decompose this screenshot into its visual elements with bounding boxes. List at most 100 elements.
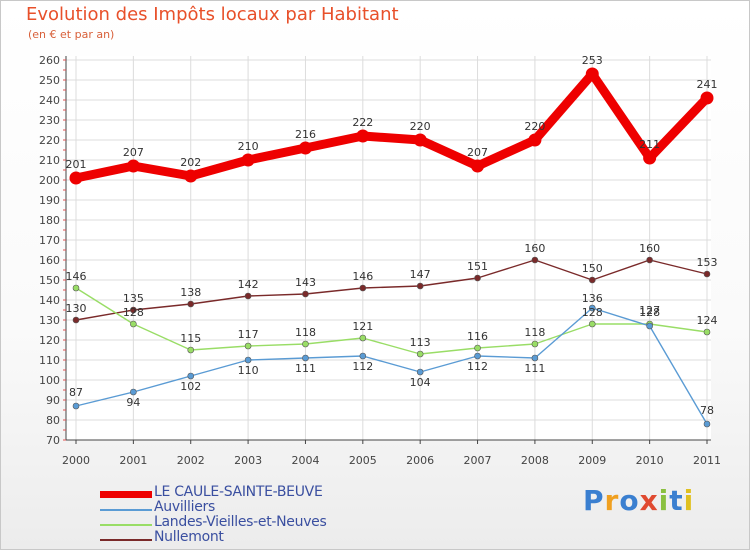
data-label: 138 xyxy=(180,286,201,299)
x-tick-label: 2009 xyxy=(578,454,606,467)
data-label: 118 xyxy=(524,326,545,339)
legend: LE CAULE-SAINTE-BEUVE Auvilliers Landes-… xyxy=(100,484,360,547)
data-label: 87 xyxy=(69,386,83,399)
data-label: 202 xyxy=(180,156,201,169)
data-point xyxy=(416,282,424,290)
x-tick-label: 2000 xyxy=(62,454,90,467)
data-point xyxy=(703,328,711,336)
legend-swatch-le-caule xyxy=(100,491,152,498)
data-label: 150 xyxy=(582,262,603,275)
legend-label: Nullemont xyxy=(154,529,224,545)
data-point xyxy=(588,276,596,284)
y-tick-label: 180 xyxy=(39,214,60,227)
data-label: 116 xyxy=(467,330,488,343)
y-tick-label: 70 xyxy=(46,434,60,447)
data-label: 115 xyxy=(180,332,201,345)
data-point xyxy=(413,133,427,147)
data-label: 118 xyxy=(295,326,316,339)
logo-letter: x xyxy=(639,484,659,517)
y-tick-label: 230 xyxy=(39,114,60,127)
chart-subtitle: (en € et par an) xyxy=(28,28,115,41)
data-label: 124 xyxy=(697,314,718,327)
legend-item: Auvilliers xyxy=(100,499,360,517)
data-label: 78 xyxy=(700,404,714,417)
data-label: 130 xyxy=(66,302,87,315)
logo-letter: o xyxy=(619,484,640,517)
chart-title: Evolution des Impôts locaux par Habitant xyxy=(26,4,399,25)
data-point xyxy=(126,159,140,173)
data-label: 211 xyxy=(639,138,660,151)
data-point xyxy=(130,320,137,328)
data-point xyxy=(700,91,714,105)
y-tick-label: 160 xyxy=(39,254,60,267)
y-tick-label: 110 xyxy=(39,354,60,367)
data-label: 151 xyxy=(467,260,488,273)
data-label: 111 xyxy=(524,362,545,375)
data-point xyxy=(474,352,481,360)
data-point xyxy=(474,344,481,352)
y-tick-label: 170 xyxy=(39,234,60,247)
data-point xyxy=(646,256,653,264)
data-point xyxy=(531,340,539,348)
data-label: 111 xyxy=(295,362,316,375)
data-point xyxy=(187,372,195,380)
data-label: 94 xyxy=(126,396,140,409)
data-label: 104 xyxy=(410,376,431,389)
legend-swatch-landes xyxy=(100,524,152,526)
data-label: 127 xyxy=(639,304,660,317)
series-line xyxy=(75,307,708,425)
x-tick-label: 2006 xyxy=(406,454,434,467)
y-tick-label: 120 xyxy=(39,334,60,347)
data-label: 128 xyxy=(639,306,660,319)
x-tick-label: 2001 xyxy=(119,454,147,467)
x-tick-label: 2005 xyxy=(349,454,377,467)
data-point xyxy=(359,334,367,342)
data-label: 201 xyxy=(66,158,87,171)
data-label: 142 xyxy=(238,278,259,291)
legend-item: Landes-Vieilles-et-Neuves xyxy=(100,514,360,532)
data-label: 135 xyxy=(123,292,144,305)
x-tick-label: 2003 xyxy=(234,454,262,467)
data-point xyxy=(244,292,252,300)
data-label: 146 xyxy=(66,270,87,283)
data-point xyxy=(356,129,370,143)
data-point xyxy=(302,340,309,348)
series-line xyxy=(71,69,712,183)
data-label: 146 xyxy=(352,270,373,283)
logo-letter: r xyxy=(604,484,620,517)
data-point xyxy=(703,270,711,278)
series-line xyxy=(75,259,708,321)
data-point xyxy=(72,316,80,324)
data-label: 207 xyxy=(123,146,144,159)
data-label: 110 xyxy=(238,364,259,377)
legend-label: LE CAULE-SAINTE-BEUVE xyxy=(154,484,323,500)
proxiti-logo: Proxiti xyxy=(583,484,694,517)
x-tick-label: 2008 xyxy=(521,454,549,467)
logo-letter: t xyxy=(669,484,684,517)
data-point xyxy=(69,171,83,185)
data-label: 153 xyxy=(697,256,718,269)
data-point xyxy=(72,284,80,292)
data-point xyxy=(646,322,653,330)
data-point xyxy=(359,352,367,360)
data-label: 220 xyxy=(410,120,431,133)
y-tick-label: 220 xyxy=(39,134,60,147)
y-tick-label: 100 xyxy=(39,374,60,387)
x-tick-label: 2004 xyxy=(291,454,319,467)
data-point xyxy=(588,320,596,328)
x-tick-label: 2002 xyxy=(177,454,205,467)
data-point xyxy=(241,153,255,167)
y-tick-label: 130 xyxy=(39,314,60,327)
data-point xyxy=(244,342,252,350)
y-tick-label: 250 xyxy=(39,74,60,87)
data-point xyxy=(588,304,596,312)
data-point xyxy=(302,354,309,362)
data-label: 128 xyxy=(582,306,603,319)
logo-letter: P xyxy=(583,484,605,517)
data-point xyxy=(471,159,485,173)
data-label: 102 xyxy=(180,380,201,393)
data-label: 210 xyxy=(238,140,259,153)
data-label: 113 xyxy=(410,336,431,349)
data-point xyxy=(130,306,137,314)
